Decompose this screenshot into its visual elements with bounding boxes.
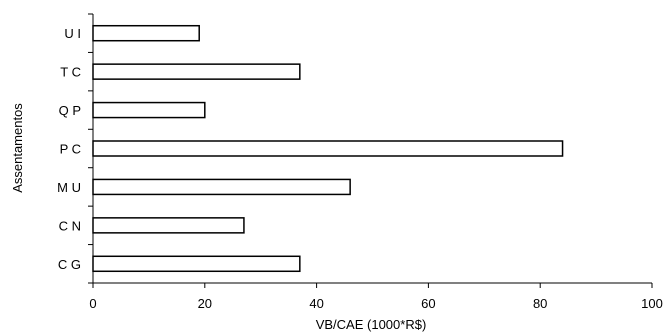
y-tick-label-5: C N [59, 218, 81, 233]
x-tick-label-1: 20 [198, 296, 212, 311]
bar-6 [92, 255, 301, 273]
x-tick-label-5: 100 [641, 296, 663, 311]
bar-4 [92, 178, 351, 196]
y-axis-ticks [88, 13, 93, 284]
bars-group [92, 24, 564, 273]
y-tick-label-2: Q P [59, 103, 81, 118]
y-tick-label-6: C G [58, 257, 81, 272]
y-tick-label-0: U I [64, 26, 81, 41]
x-tick-label-2: 40 [309, 296, 323, 311]
y-axis-title: Assentamentos [10, 103, 25, 193]
x-tick-label-0: 0 [89, 296, 96, 311]
x-axis-title: VB/CAE (1000*R$) [316, 317, 427, 332]
y-axis-tick-labels: U I T C Q P P C M U C N C G [57, 26, 81, 272]
bar-3 [92, 140, 564, 157]
x-axis-ticks [92, 283, 653, 288]
y-tick-label-3: P C [60, 142, 81, 157]
y-tick-label-4: M U [57, 180, 81, 195]
bar-2 [92, 101, 206, 119]
bar-1 [92, 63, 301, 80]
y-tick-label-1: T C [60, 65, 81, 80]
bar-0 [92, 24, 200, 42]
x-axis-tick-labels: 0 20 40 60 80 100 [89, 296, 662, 311]
bar-5 [92, 217, 245, 234]
x-tick-label-4: 80 [533, 296, 547, 311]
x-tick-label-3: 60 [421, 296, 435, 311]
